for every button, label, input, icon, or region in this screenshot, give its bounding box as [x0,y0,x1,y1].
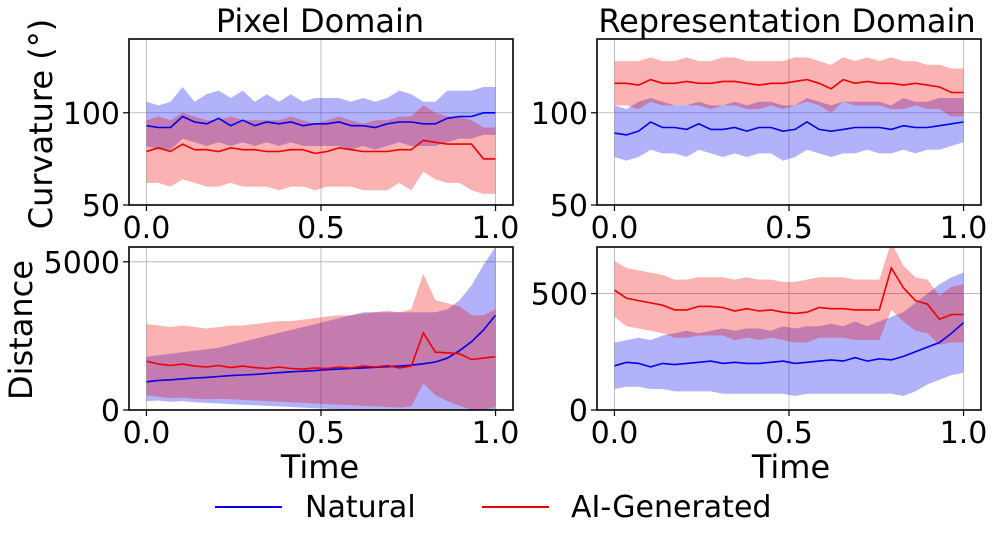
xlabel-time-right: Time [751,448,830,486]
xtick-label-2-2: 1.0 [472,416,520,451]
panels: 0.0 0.5 1.0 50 100 0.0 0.5 1.0 50 100 0.0 0.5 1.0 0 50… [44,38,988,451]
legend-label-natural: Natural [305,490,416,525]
panel-0: 0.0 0.5 1.0 50 100 [63,38,520,246]
band-ai-generated-1 [614,57,964,117]
panel-data-2 [146,247,497,410]
line-natural-3 [614,322,965,368]
xtick-label-3-0: 0.0 [591,416,639,451]
line-natural-0 [146,112,496,129]
band-natural-1 [614,98,964,161]
title-representation-domain: Representation Domain [598,2,975,40]
ylabel-distance: Distance [2,260,40,400]
band-natural-3 [614,272,964,396]
band-ai-generated-0 [146,105,496,194]
ytick-label-3-0: 0 [569,394,588,429]
xtick-label-2-1: 0.5 [297,416,345,451]
line-ai-generated-1 [614,78,964,94]
ytick-label-0-1: 100 [63,97,120,132]
line-natural-2 [146,314,497,383]
xtick-label-3-1: 0.5 [765,416,813,451]
line-natural-1 [614,121,964,136]
panel-data-1 [614,57,964,161]
line-ai-generated-0 [146,139,496,160]
xlabel-time-left: Time [280,448,359,486]
legend-label-ai-generated: AI-Generated [571,490,771,525]
ytick-label-1-0: 50 [550,189,588,224]
xtick-label-1-0: 0.0 [591,211,639,246]
xtick-label-1-2: 1.0 [940,211,988,246]
xtick-label-0-2: 1.0 [472,211,520,246]
xtick-label-0-1: 0.5 [297,211,345,246]
ytick-label-3-1: 500 [531,278,588,313]
band-natural-2 [146,247,496,410]
ytick-label-1-1: 100 [531,97,588,132]
line-ai-generated-3 [614,266,964,321]
ytick-label-2-0: 0 [101,394,120,429]
panel-data-0 [146,87,496,194]
title-pixel-domain: Pixel Domain [216,2,424,40]
line-ai-generated-2 [146,331,496,370]
panel-3: 0.0 0.5 1.0 0 500 [531,246,988,451]
xtick-label-1-1: 0.5 [765,211,813,246]
ytick-label-0-0: 50 [82,189,120,224]
xtick-label-2-0: 0.0 [123,416,171,451]
xtick-label-3-2: 1.0 [940,416,988,451]
ylabel-curvature: Curvature (°) [22,19,60,229]
band-ai-generated-3 [614,247,964,345]
panel-data-3 [614,247,965,396]
panel-2: 0.0 0.5 1.0 0 5000 [44,246,520,451]
xtick-label-0-0: 0.0 [123,211,171,246]
panel-1: 0.0 0.5 1.0 50 100 [531,38,988,246]
legend: Natural AI-Generated [215,490,771,525]
band-natural-0 [146,87,496,150]
ytick-label-2-1: 5000 [44,246,120,281]
